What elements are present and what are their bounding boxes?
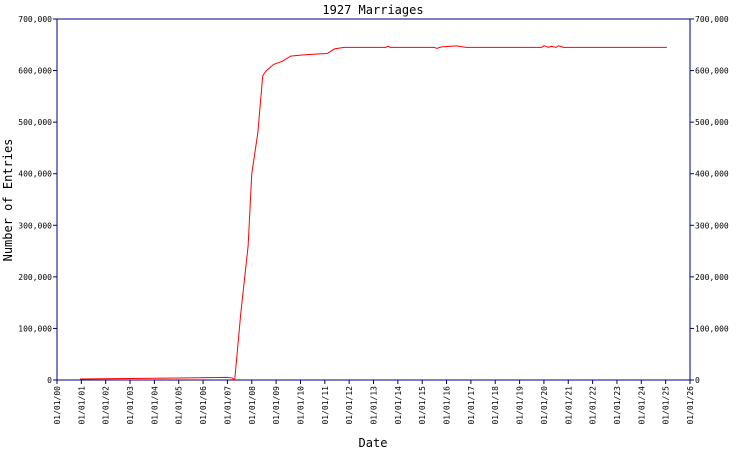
y2-tick-label: 0 — [695, 376, 700, 385]
plot-frame — [56, 18, 691, 381]
x-tick-label: 01/01/25 — [662, 386, 671, 425]
y2-tick-label: 600,000 — [695, 67, 729, 76]
x-tick-label: 01/01/11 — [321, 386, 330, 425]
y2-tick-label: 200,000 — [695, 273, 729, 282]
y-tick-label: 500,000 — [18, 118, 52, 127]
x-tick-label: 01/01/20 — [540, 386, 549, 425]
chart-title: 1927 Marriages — [322, 3, 423, 17]
x-tick-label: 01/01/19 — [516, 386, 525, 425]
y-axis-label: Number of Entries — [1, 139, 15, 262]
y2-tick-label: 700,000 — [695, 15, 729, 24]
y2-tick-label: 300,000 — [695, 221, 729, 230]
x-tick-label: 01/01/05 — [175, 386, 184, 425]
x-tick-label: 01/01/13 — [370, 386, 379, 425]
x-tick-label: 01/01/23 — [613, 386, 622, 425]
x-tick-label: 01/01/15 — [418, 386, 427, 425]
y-tick-label: 400,000 — [18, 170, 52, 179]
x-tick-label: 01/01/01 — [77, 386, 86, 425]
x-tick-label: 01/01/08 — [248, 386, 257, 425]
y2-tick-label: 500,000 — [695, 118, 729, 127]
x-tick-label: 01/01/10 — [296, 386, 305, 425]
x-tick-label: 01/01/14 — [394, 386, 403, 425]
x-tick-label: 01/01/02 — [102, 386, 111, 425]
y-tick-label: 100,000 — [18, 324, 52, 333]
x-axis-label: Date — [359, 436, 388, 450]
x-tick-label: 01/01/09 — [272, 386, 281, 425]
y-tick-label: 600,000 — [18, 67, 52, 76]
x-tick-label: 01/01/17 — [467, 386, 476, 425]
data-line — [80, 45, 667, 382]
x-tick-label: 01/01/07 — [223, 386, 232, 425]
y-tick-label: 0 — [47, 376, 52, 385]
x-tick-label: 01/01/04 — [150, 386, 159, 425]
x-tick-label: 01/01/00 — [53, 386, 62, 425]
y-tick-label: 300,000 — [18, 221, 52, 230]
x-tick-label: 01/01/12 — [345, 386, 354, 425]
x-tick-label: 01/01/26 — [686, 386, 695, 425]
x-tick-label: 01/01/22 — [589, 386, 598, 425]
y2-tick-label: 400,000 — [695, 170, 729, 179]
x-tick-label: 01/01/16 — [443, 386, 452, 425]
y-tick-label: 200,000 — [18, 273, 52, 282]
x-tick-label: 01/01/21 — [564, 386, 573, 425]
x-tick-label: 01/01/03 — [126, 386, 135, 425]
x-tick-label: 01/01/24 — [637, 386, 646, 425]
x-tick-label: 01/01/18 — [491, 386, 500, 425]
y2-tick-label: 100,000 — [695, 324, 729, 333]
y-tick-label: 700,000 — [18, 15, 52, 24]
x-tick-label: 01/01/06 — [199, 386, 208, 425]
